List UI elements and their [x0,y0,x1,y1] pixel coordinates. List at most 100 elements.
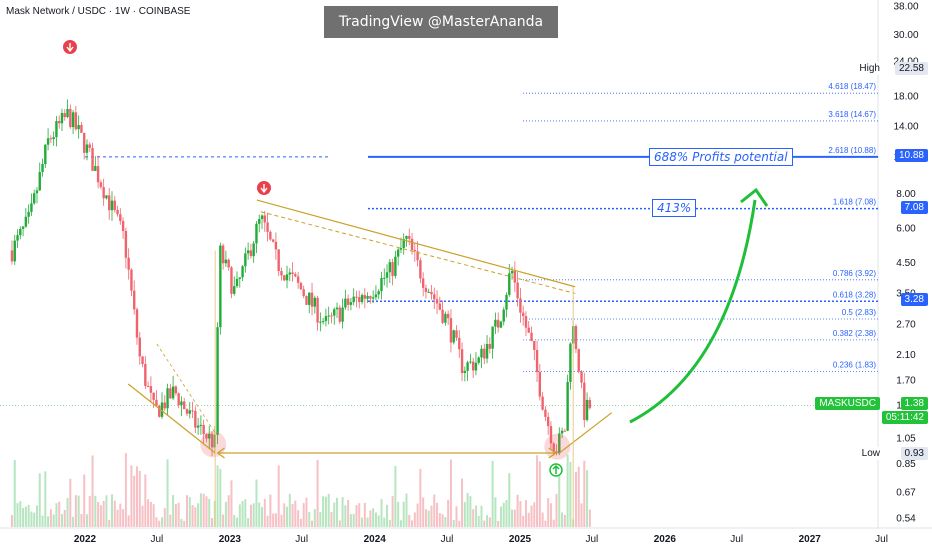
candle-body [238,277,241,279]
volume-bar [63,510,66,527]
candle-body [196,425,200,428]
candle-body [427,291,430,293]
candle-body [85,144,89,153]
y-tick-label: 30.00 [893,30,918,41]
volume-bar [238,504,241,527]
volume-bar [133,475,136,527]
volume-bar [319,512,322,527]
volume-bar [72,516,75,527]
volume-bar [216,465,219,527]
candle-body [135,309,139,338]
candle-body [244,253,247,267]
volume-bar [386,504,389,527]
volume-bar [538,461,541,527]
candle-body [421,278,425,288]
candle-body [246,250,250,254]
y-tick-label: 1.05 [896,433,916,444]
candle-body [144,364,147,386]
candle-body [102,187,105,199]
candle-body [285,274,289,281]
volume-bar [99,505,102,527]
candle-body [483,348,486,359]
volume-bar [10,515,13,527]
volume-bar [41,515,44,527]
candle-body [219,245,222,328]
candle-body [377,291,380,295]
volume-bar [566,454,569,527]
price-tag: 1.38 [900,397,928,410]
x-tick-label: 2022 [74,534,97,545]
volume-bar [249,504,252,527]
volume-bar [22,507,25,527]
volume-bar [135,466,138,527]
volume-bar [127,515,130,527]
range-arrow-left [216,447,225,459]
volume-bar [422,497,425,527]
candle-body [574,326,578,350]
buy-marker-arrow [552,464,560,474]
fib-label: 0.382 (2.38) [833,329,876,338]
volume-bar [241,500,244,527]
fib-label: 4.618 (18.47) [828,82,876,91]
fib-label: 2.618 (10.88) [828,146,876,155]
candle-body [383,277,386,279]
fib-label: 1.618 (7.08) [833,198,876,207]
candle-body [369,296,372,299]
volume-bar [283,503,286,527]
volume-bar [16,503,19,527]
volume-bar [580,503,583,527]
volume-bar [324,496,327,527]
candle-body [152,392,155,400]
volume-bar [372,508,375,527]
candle-body [566,381,569,431]
level-1088-tag: 10.88 [894,149,928,162]
candle-body [188,410,191,414]
volume-bar [244,499,247,527]
low-value-tag: 0.93 [900,447,928,460]
ticker-tag: MASKUSDC [815,397,880,410]
candle-body [491,326,494,349]
volume-bar [119,503,122,527]
volume-bar [563,514,566,527]
x-tick-label: Jul [295,534,308,545]
volume-bar [466,493,469,527]
volume-bar [258,502,261,527]
volume-bar [544,520,547,527]
volume-bar [199,493,202,527]
candle-body [583,382,586,421]
volume-bar [302,503,305,527]
minor-dashed-line [156,343,216,434]
volume-bar [336,497,339,527]
fib-label: 0.236 (1.83) [833,361,876,370]
low-label: Low [857,447,884,460]
candle-body [302,289,305,297]
volume-bar [208,498,211,527]
candle-body [419,260,422,279]
candle-body [21,226,25,229]
candle-body [88,144,91,148]
volume-bar [427,510,430,527]
candle-body [363,295,367,299]
candle-body [27,211,30,217]
volume-bar [97,501,100,527]
level-328-tag: 3.28 [900,293,928,306]
candle-body [58,121,61,124]
candle-body [280,271,283,276]
volume-bar [494,497,497,527]
candle-body [430,291,433,295]
candle-body [424,287,428,292]
candle-body [83,132,86,153]
candle-body [91,147,94,171]
volume-bar [177,502,180,527]
candle-body [577,349,580,372]
candle-body [346,298,350,305]
candle-body [519,298,522,313]
candle-body [96,166,100,183]
candle-body [513,270,517,283]
volume-bar [24,506,27,527]
candle-body [177,393,180,406]
volume-bar [527,512,530,527]
candle-body [499,321,503,328]
volume-bar [511,509,514,527]
